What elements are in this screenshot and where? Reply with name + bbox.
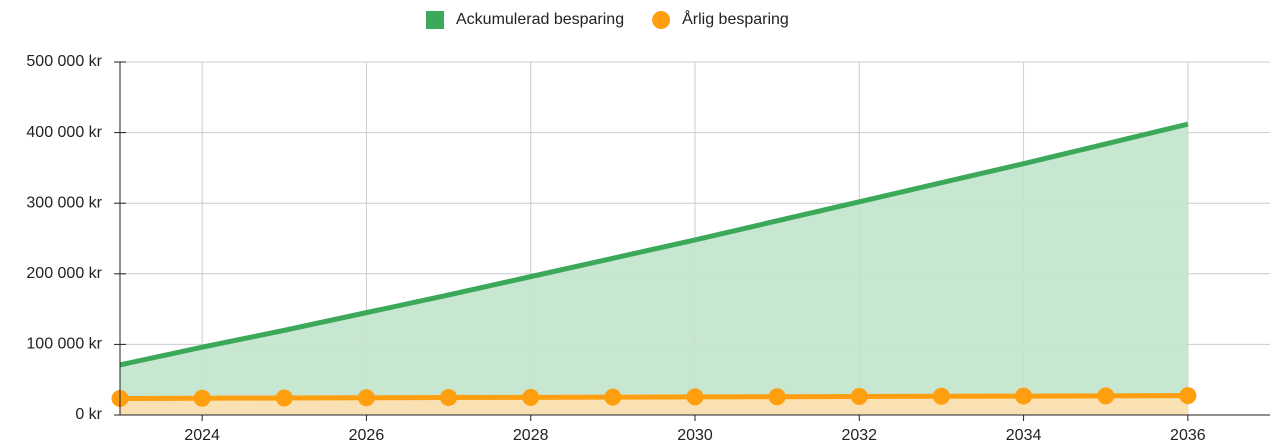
y-tick-label: 500 000 kr [26, 53, 102, 70]
legend-label: Årlig besparing [682, 9, 789, 28]
point [440, 389, 458, 407]
point [850, 388, 868, 406]
point [604, 388, 622, 406]
point [357, 389, 375, 407]
x-tick-label: 2032 [841, 427, 877, 443]
point [1015, 387, 1033, 405]
y-tick-label: 0 kr [75, 406, 102, 423]
y-tick-label: 400 000 kr [26, 124, 102, 141]
x-tick-label: 2030 [677, 427, 713, 443]
x-tick-label: 2026 [349, 427, 385, 443]
y-tick-label: 100 000 kr [26, 336, 102, 353]
legend-swatch [426, 11, 444, 29]
area [120, 124, 1188, 416]
point [932, 387, 950, 405]
y-tick-label: 300 000 kr [26, 194, 102, 211]
point [193, 389, 211, 407]
legend-label: Ackumulerad besparing [456, 11, 624, 28]
x-tick-label: 2034 [1006, 427, 1042, 443]
line [119, 393, 1188, 401]
point [1179, 387, 1197, 405]
legend-swatch [652, 11, 671, 29]
x-tick-label: 2024 [184, 427, 220, 443]
x-tick-label: 2036 [1170, 427, 1206, 443]
area [120, 395, 1188, 415]
point [275, 389, 293, 407]
point [686, 388, 704, 406]
y-tick-label: 200 000 kr [26, 265, 102, 282]
point [522, 388, 540, 406]
point [768, 388, 786, 406]
x-tick-label: 2028 [513, 427, 549, 443]
line [119, 121, 1189, 368]
point [1097, 387, 1115, 405]
